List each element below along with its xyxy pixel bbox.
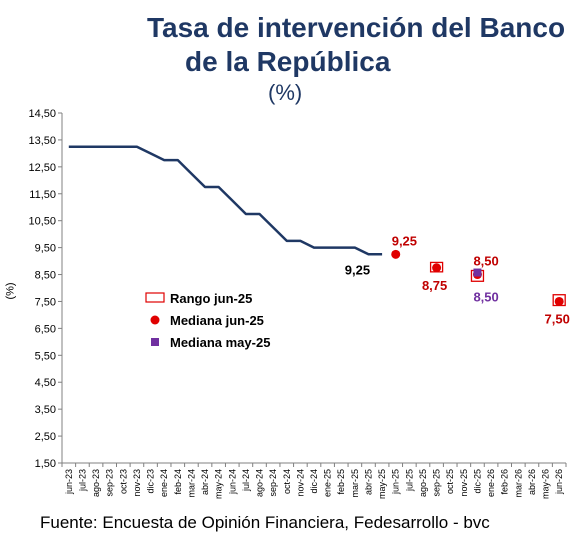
- y-tick-label: 13,50: [28, 135, 56, 147]
- x-tick-label: sep-24: [268, 469, 278, 497]
- chart-title-line2: de la República: [185, 46, 391, 77]
- x-tick-label: dic-25: [472, 469, 482, 494]
- x-tick-label: ago-25: [418, 469, 428, 497]
- x-tick-label: ene-25: [323, 469, 333, 497]
- x-tick-label: jul-23: [77, 469, 87, 492]
- y-tick-label: 7,50: [35, 296, 56, 308]
- y-tick-label: 3,50: [35, 404, 56, 416]
- y-tick-label: 9,50: [35, 243, 56, 255]
- series-line-history: [68, 145, 383, 256]
- y-tick-label: 12,50: [28, 162, 56, 174]
- x-tick-label: ago-24: [255, 469, 265, 497]
- x-tick-label: oct-25: [445, 469, 455, 494]
- x-tick-label: mar-26: [513, 469, 523, 498]
- legend-symbol-range: [145, 292, 165, 303]
- median-jun25-point: [432, 263, 442, 273]
- x-tick-label: ene-26: [486, 469, 496, 497]
- chart-title-line1: Tasa de intervención del Banco: [147, 12, 566, 43]
- source-note: Fuente: Encuesta de Opinión Financiera, …: [40, 513, 490, 532]
- x-tick-label: may-26: [541, 469, 551, 499]
- data-label: 7,50: [545, 311, 570, 326]
- median-jun25-point: [391, 249, 401, 259]
- x-tick-label: may-24: [214, 469, 224, 499]
- x-tick-label: ene-24: [159, 469, 169, 497]
- x-tick-label: jul-25: [404, 469, 414, 492]
- x-tick-label: may-25: [377, 469, 387, 499]
- x-tick-label: oct-23: [118, 469, 128, 494]
- x-tick-label: abr-25: [363, 469, 373, 495]
- x-tick-label: nov-25: [459, 469, 469, 497]
- legend-label: Mediana may-25: [170, 335, 270, 350]
- y-tick-label: 4,50: [35, 377, 56, 389]
- data-label: 9,25: [345, 262, 370, 277]
- x-tick-label: abr-24: [200, 469, 210, 495]
- x-tick-label: jun-26: [554, 469, 564, 495]
- y-tick-label: 11,50: [29, 189, 56, 201]
- median-may25-point: [473, 268, 482, 277]
- y-tick-label: 1,50: [35, 458, 56, 470]
- legend-symbol-square: [151, 338, 159, 346]
- x-tick-label: feb-24: [173, 469, 183, 495]
- x-tick-label: jun-24: [227, 469, 237, 495]
- x-tick-label: jul-24: [241, 469, 251, 492]
- data-label: 8,50: [473, 290, 498, 305]
- x-tick-label: feb-25: [336, 469, 346, 495]
- x-tick-label: sep-23: [105, 469, 115, 497]
- y-tick-label: 10,50: [28, 216, 56, 228]
- data-label: 8,75: [422, 278, 447, 293]
- y-tick-label: 5,50: [35, 350, 56, 362]
- x-tick-label: jun-25: [391, 469, 401, 495]
- x-tick-label: feb-26: [500, 469, 510, 495]
- x-tick-label: oct-24: [282, 469, 292, 494]
- legend-symbol-circle: [150, 315, 160, 325]
- x-tick-label: ago-23: [91, 469, 101, 497]
- x-tick-label: jun-23: [64, 469, 74, 495]
- legend-label: Rango jun-25: [170, 291, 252, 306]
- median-jun25-point: [554, 296, 564, 306]
- y-tick-label: 2,50: [35, 431, 56, 443]
- x-tick-label: sep-25: [432, 469, 442, 497]
- chart-subtitle: (%): [268, 80, 303, 105]
- data-label: 9,25: [392, 233, 417, 248]
- y-tick-label: 14,50: [28, 108, 56, 120]
- y-tick-label: 8,50: [35, 270, 56, 282]
- x-tick-label: nov-23: [132, 469, 142, 497]
- x-tick-label: dic-24: [309, 469, 319, 494]
- x-tick-label: abr-26: [527, 469, 537, 495]
- y-tick-label: 6,50: [35, 323, 56, 335]
- x-tick-label: nov-24: [295, 469, 305, 497]
- data-label: 8,50: [473, 254, 498, 269]
- x-tick-label: mar-25: [350, 469, 360, 498]
- x-tick-label: mar-24: [186, 469, 196, 498]
- legend-label: Mediana jun-25: [170, 313, 264, 328]
- x-tick-label: dic-23: [146, 469, 156, 494]
